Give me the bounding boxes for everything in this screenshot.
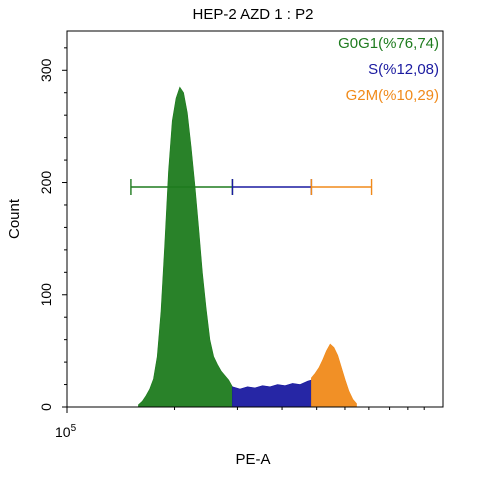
plot-frame	[66, 30, 444, 408]
histogram-area-series-1	[138, 86, 233, 408]
gate-marker-2	[231, 179, 313, 196]
legend-entry-1: G0G1(%76,74)	[338, 35, 439, 52]
x-axis: 105	[55, 407, 425, 440]
histogram-area-series-3	[311, 343, 357, 408]
chart-title: HEP-2 AZD 1 : P2	[193, 6, 314, 23]
x-tick-label-1: 105	[55, 423, 77, 440]
plot-area	[130, 86, 373, 408]
y-axis: 0 100 200 300	[38, 47, 67, 411]
x-axis-label: PE-A	[235, 451, 270, 468]
y-tick-label-200: 200	[38, 171, 54, 195]
legend: G0G1(%76,74) S(%12,08) G2M(%10,29)	[338, 35, 439, 104]
legend-entry-3: G2M(%10,29)	[346, 87, 439, 104]
legend-entry-2: S(%12,08)	[368, 61, 439, 78]
gate-marker-3	[310, 179, 373, 196]
y-tick-label-100: 100	[38, 283, 54, 307]
y-tick-label-300: 300	[38, 58, 54, 82]
y-tick-label-0: 0	[38, 403, 54, 411]
histogram-area-series-2	[232, 379, 312, 408]
y-axis-label: Count	[6, 198, 23, 239]
